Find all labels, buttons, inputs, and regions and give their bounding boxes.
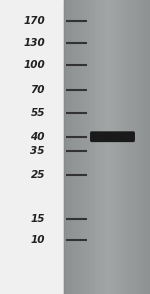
- Text: 35: 35: [30, 146, 45, 156]
- Bar: [133, 0, 136, 294]
- Bar: [81, 0, 84, 294]
- Bar: [118, 0, 121, 294]
- Text: 170: 170: [23, 16, 45, 26]
- Bar: [110, 0, 113, 294]
- Bar: [130, 0, 133, 294]
- Text: 55: 55: [30, 108, 45, 118]
- Bar: [127, 0, 130, 294]
- Text: 40: 40: [30, 132, 45, 142]
- Bar: [93, 0, 95, 294]
- Bar: [113, 0, 116, 294]
- Bar: [124, 0, 127, 294]
- Bar: [64, 0, 150, 294]
- Bar: [121, 0, 124, 294]
- Bar: [101, 0, 104, 294]
- Bar: [95, 0, 98, 294]
- FancyBboxPatch shape: [91, 132, 134, 141]
- Text: 130: 130: [23, 38, 45, 48]
- Text: 100: 100: [23, 60, 45, 70]
- Bar: [87, 0, 90, 294]
- Bar: [144, 0, 147, 294]
- Bar: [69, 0, 72, 294]
- Bar: [64, 0, 67, 294]
- Bar: [75, 0, 78, 294]
- Bar: [141, 0, 144, 294]
- Bar: [104, 0, 107, 294]
- Bar: [138, 0, 141, 294]
- Bar: [136, 0, 138, 294]
- Bar: [90, 0, 93, 294]
- Bar: [0, 0, 64, 294]
- Bar: [107, 0, 110, 294]
- Bar: [78, 0, 81, 294]
- Bar: [147, 0, 150, 294]
- Text: 70: 70: [30, 85, 45, 95]
- Text: 10: 10: [30, 235, 45, 245]
- Bar: [72, 0, 75, 294]
- Bar: [116, 0, 118, 294]
- Bar: [67, 0, 69, 294]
- Bar: [98, 0, 101, 294]
- Bar: [84, 0, 87, 294]
- Text: 15: 15: [30, 214, 45, 224]
- Text: 25: 25: [30, 170, 45, 180]
